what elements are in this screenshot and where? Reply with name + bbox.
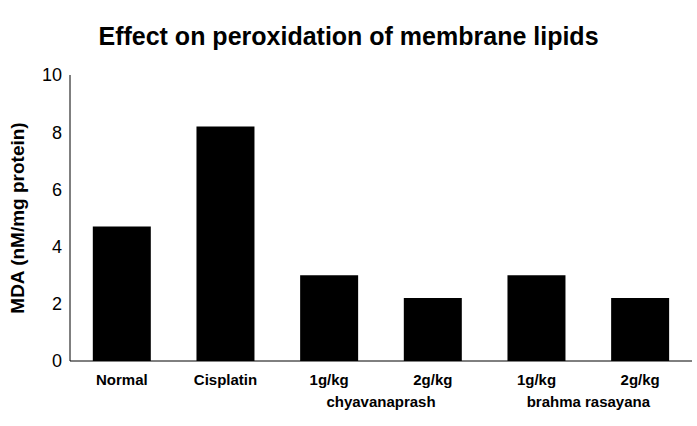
- svg-text:Normal: Normal: [96, 371, 148, 388]
- svg-text:2: 2: [52, 294, 62, 314]
- svg-text:6: 6: [52, 180, 62, 200]
- svg-text:8: 8: [52, 123, 62, 143]
- svg-text:2g/kg: 2g/kg: [413, 371, 452, 388]
- svg-text:4: 4: [52, 237, 62, 257]
- svg-text:2g/kg: 2g/kg: [621, 371, 660, 388]
- svg-text:brahma rasayana: brahma rasayana: [527, 393, 651, 410]
- svg-text:chyavanaprash: chyavanaprash: [326, 393, 435, 410]
- svg-text:1g/kg: 1g/kg: [310, 371, 349, 388]
- html-text:Effect on peroxidation of memb: Effect on peroxidation of membrane lipid…: [98, 22, 599, 50]
- svg-text:10: 10: [42, 65, 62, 85]
- svg-text:MDA (nM/mg protein): MDA (nM/mg protein): [8, 122, 28, 313]
- svg-text:Cisplatin: Cisplatin: [194, 371, 257, 388]
- svg-text:0: 0: [52, 351, 62, 371]
- svg-text:1g/kg: 1g/kg: [517, 371, 556, 388]
